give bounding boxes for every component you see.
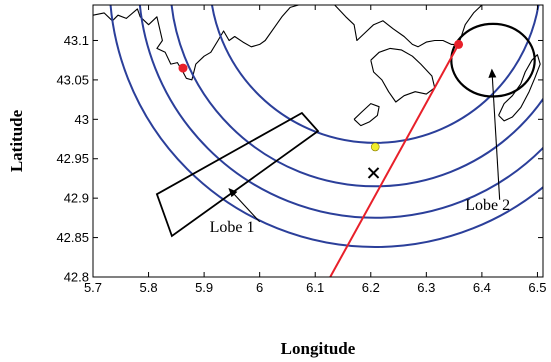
y-tick-label: 42.85	[56, 230, 89, 245]
annotation-lobe-1: Lobe 1	[210, 187, 261, 236]
annotation-label: Lobe 1	[210, 219, 255, 236]
annotation-label: Lobe 2	[465, 197, 510, 214]
range-arc-2	[170, 5, 543, 188]
coastline-segment-3	[370, 47, 436, 103]
annotation-lobe-2: Lobe 2	[465, 68, 510, 214]
y-tick-label: 43.05	[56, 72, 89, 87]
range-arc-4	[109, 5, 543, 248]
coastline-segment-1	[93, 5, 299, 81]
x-tick-label: 6	[256, 280, 263, 295]
red-point-2	[454, 39, 464, 49]
red-point-1	[178, 63, 188, 73]
cross-marker	[367, 167, 380, 179]
x-axis-title: Longitude	[281, 339, 356, 358]
y-tick-label: 42.95	[56, 151, 89, 166]
lobe-1-polygon	[155, 111, 320, 238]
yellow-point	[370, 142, 380, 152]
cross-marker-stroke-2	[367, 167, 380, 179]
x-tick-label: 6.4	[473, 280, 491, 295]
x-tick-label: 6.1	[306, 280, 324, 295]
annotation-arrow	[488, 68, 501, 200]
y-tick-label: 42.8	[64, 270, 89, 285]
x-tick-label: 5.7	[84, 280, 102, 295]
range-arc-3	[138, 5, 543, 219]
x-tick-label: 5.8	[140, 280, 158, 295]
plot-area	[93, 5, 543, 277]
annotations: Lobe 1 Lobe 2	[210, 68, 510, 236]
axes-frame	[92, 4, 544, 278]
annotation-arrow	[228, 187, 261, 223]
y-axis-title: Latitude	[7, 109, 26, 172]
x-tick-label: 6.5	[528, 280, 546, 295]
red-track-line	[329, 43, 460, 277]
coastline-segment-5	[498, 54, 541, 122]
y-tick-label: 43.1	[64, 33, 89, 48]
x-tick-label: 6.3	[417, 280, 435, 295]
range-arc-1	[211, 5, 540, 144]
axis-ticks: 5.7 5.8 5.9 6 6.1 6.2 6.3 6.4 6.5 42.8 42.85 42.9 42…	[56, 5, 546, 295]
plot-frame	[92, 4, 544, 278]
x-tick-label: 5.9	[195, 280, 213, 295]
x-tick-label: 6.2	[362, 280, 380, 295]
coastline-segment-4	[353, 103, 380, 127]
y-tick-label: 43	[75, 112, 89, 127]
y-tick-label: 42.9	[64, 191, 89, 206]
